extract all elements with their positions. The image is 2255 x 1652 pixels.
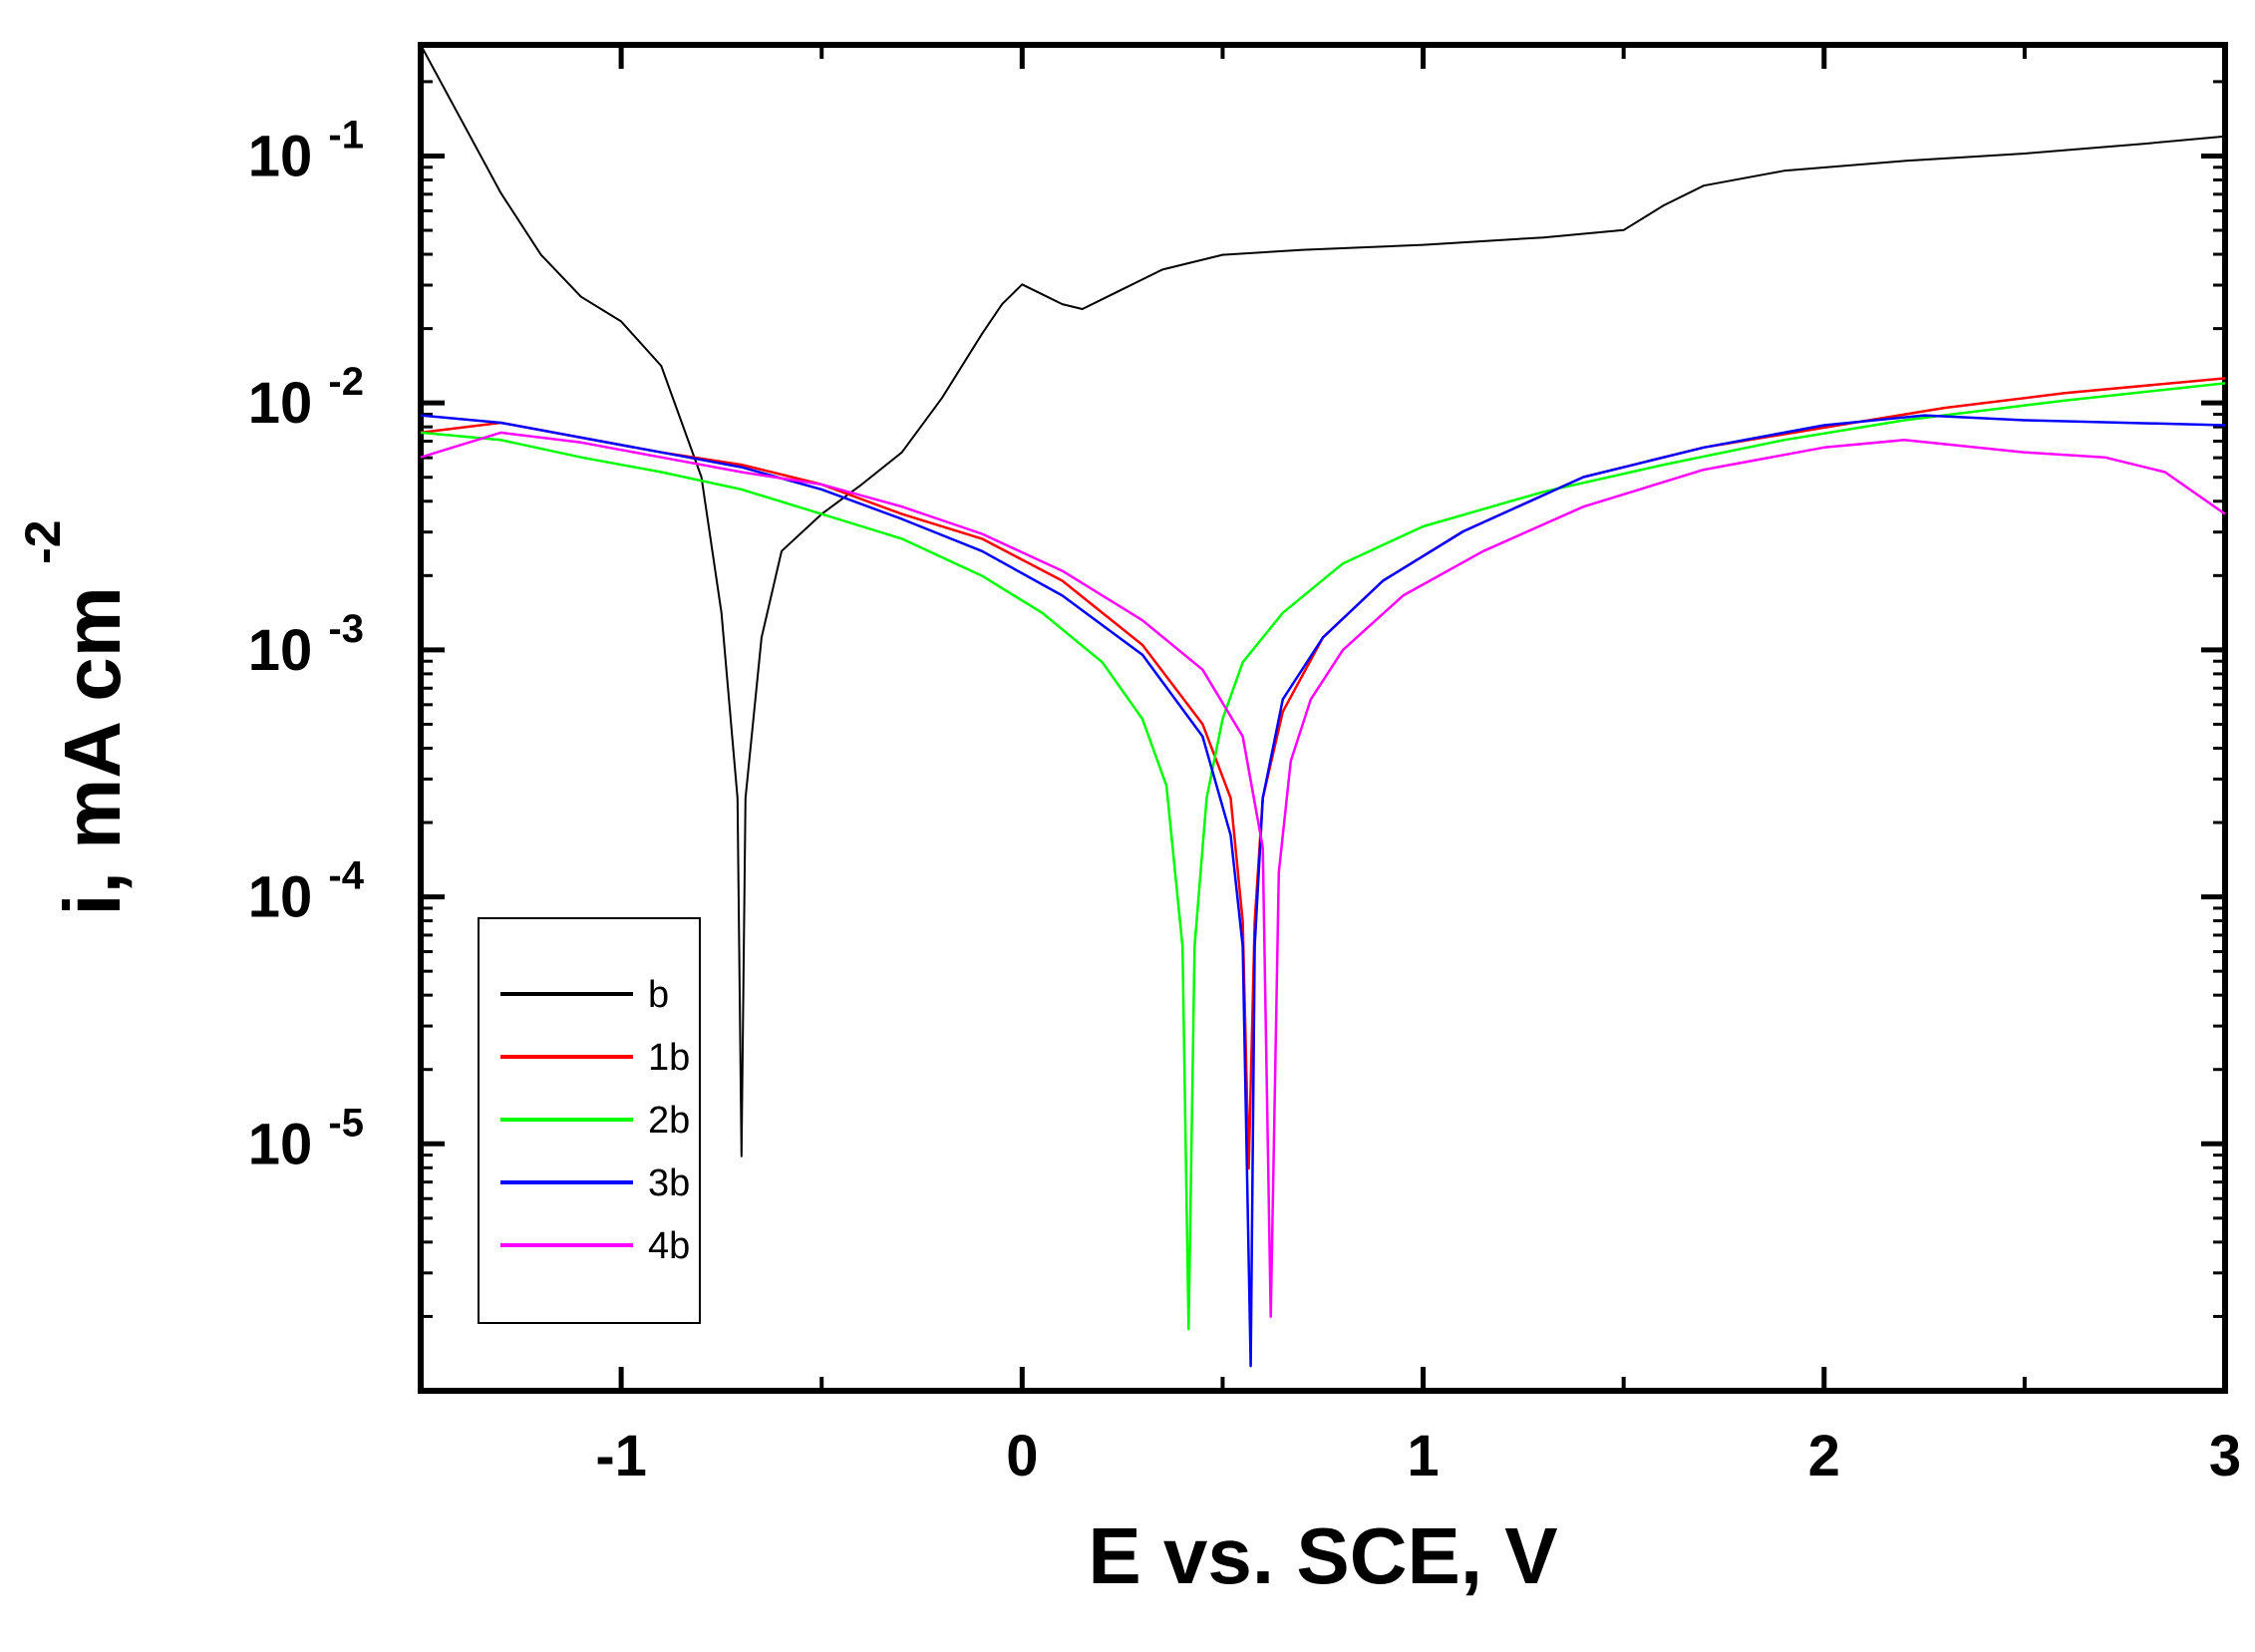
y-axis-title: i, mA cm -2 [15, 519, 137, 915]
y-tick-label-exponent: -5 [328, 1101, 364, 1145]
legend-label-b: b [648, 974, 669, 1016]
y-tick-label-base: 10 [248, 124, 329, 188]
series-line-3b [420, 414, 2226, 1368]
legend-label-1b: 1b [648, 1037, 690, 1079]
y-tick-label-exponent: -2 [328, 360, 364, 404]
y-axis-title-superscript: -2 [15, 519, 71, 563]
legend-label-2b: 2b [648, 1100, 690, 1142]
tick-marks [419, 45, 2228, 1391]
legend-label-3b: 3b [648, 1162, 690, 1204]
x-tick-label: 3 [2209, 1424, 2241, 1488]
y-tick-labels: 10 -110 -210 -310 -410 -5 [248, 113, 365, 1176]
x-tick-label: 1 [1407, 1424, 1439, 1488]
x-tick-label: 0 [1006, 1424, 1038, 1488]
legend-label-4b: 4b [648, 1225, 690, 1267]
series-line-4b [420, 431, 2226, 1318]
plot-area [418, 42, 2228, 1394]
y-tick-label-base: 10 [248, 618, 329, 683]
y-tick-label-exponent: -4 [328, 854, 364, 898]
x-tick-label: 2 [1808, 1424, 1840, 1488]
x-tick-labels: -1 0 1 2 3 [595, 1424, 2241, 1488]
y-tick-label-exponent: -1 [328, 113, 364, 157]
y-tick-label-base: 10 [248, 371, 329, 436]
series-lines [420, 44, 2226, 1368]
y-tick-label-base: 10 [248, 1112, 329, 1176]
y-axis-title-text: i, mA cm [48, 586, 137, 915]
y-tick-label: 10 -3 [248, 607, 364, 683]
x-tick-label: -1 [595, 1424, 647, 1488]
y-tick-label: 10 -1 [248, 113, 364, 188]
y-tick-label-base: 10 [248, 865, 329, 930]
x-axis-title: E vs. SCE, V [1088, 1511, 1557, 1600]
legend: b 1b 2b 3b 4b [478, 917, 701, 1324]
y-tick-label: 10 -4 [248, 854, 365, 930]
svg-text:i, mA cm -2: i, mA cm -2 [15, 519, 137, 915]
plot-frame [418, 42, 2228, 1394]
series-line-2b [420, 382, 2226, 1331]
y-tick-label: 10 -2 [248, 360, 364, 436]
y-tick-label-exponent: -3 [328, 607, 364, 651]
y-tick-label: 10 -5 [248, 1101, 364, 1176]
series-line-b [420, 44, 2226, 1157]
